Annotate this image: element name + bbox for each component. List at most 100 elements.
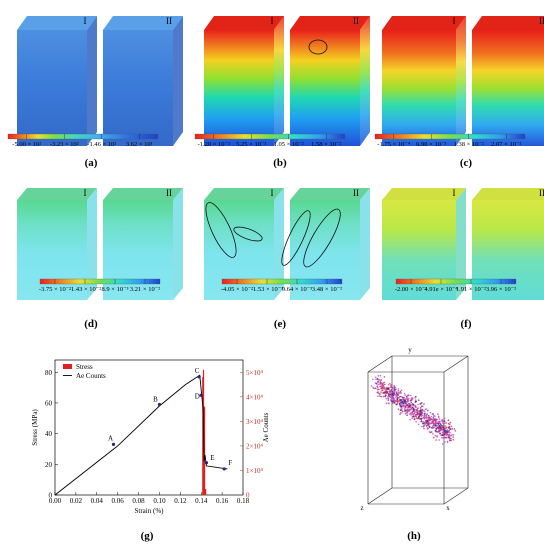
colorbar	[221, 278, 343, 285]
ae-event-point	[370, 385, 373, 387]
ae-event-point	[392, 394, 395, 397]
ae-event-point	[399, 399, 402, 402]
ae-event-point	[420, 417, 423, 420]
y2-axis-label: Ae Counts	[262, 412, 270, 442]
ae-event-point	[396, 400, 399, 402]
ae-event-point	[429, 431, 432, 434]
ae-event-point	[434, 434, 437, 437]
ae-event-point	[417, 417, 420, 420]
ae-event-point	[445, 429, 447, 432]
colorbar-label: -2.00 × 10⁻²	[395, 286, 427, 293]
point-marker-d	[199, 393, 203, 397]
block-label-ii: II	[353, 188, 359, 198]
ae-event-point	[422, 421, 425, 423]
ae-event-point	[423, 403, 425, 405]
box-edge	[367, 487, 393, 505]
colorbar-label: 2.07 × 10⁻²	[491, 141, 521, 148]
ae-event-point	[387, 384, 390, 386]
ae-event-point	[407, 400, 409, 403]
ae-event-point	[392, 397, 395, 399]
block-side	[360, 16, 370, 146]
ae-event-point	[414, 397, 416, 399]
ae-event-point	[425, 424, 428, 427]
ae-event-point	[448, 437, 451, 440]
ae-event-point	[426, 413, 429, 416]
ae-event-point	[400, 395, 403, 398]
ae-event-point	[403, 392, 406, 395]
point-marker-f	[222, 467, 226, 471]
ae-event-point	[383, 376, 386, 378]
caption-d: (d)	[84, 318, 98, 330]
ae-event-point	[414, 404, 417, 407]
ae-event-point	[415, 395, 417, 398]
ae-event-point	[451, 434, 453, 436]
block-top	[17, 188, 97, 200]
ae-event-point	[380, 391, 382, 393]
ae-event-point	[441, 437, 443, 439]
ae-event-point	[445, 422, 447, 424]
ae-event-point	[404, 394, 407, 396]
ae-event-point	[432, 417, 435, 419]
ae-event-point	[447, 426, 450, 429]
ae-event-point	[399, 409, 402, 412]
ae-event-point	[377, 375, 380, 377]
ae-event-point	[432, 421, 434, 424]
block-label-ii: II	[166, 188, 172, 198]
ae-event-point	[444, 433, 446, 436]
ae-event-point	[414, 418, 416, 421]
y-tick-label: 20	[45, 461, 53, 469]
ae-event-point	[422, 416, 425, 419]
ae-event-point	[409, 405, 411, 407]
block-top	[290, 16, 370, 30]
ae-event-point	[423, 424, 425, 427]
point-label-d: D	[195, 392, 200, 400]
ae-event-point	[432, 413, 435, 415]
ae-event-point	[416, 410, 419, 413]
ae-event-point	[437, 421, 439, 423]
ae-event-point	[412, 408, 415, 410]
panel-a: I II-5.00 × 10² -3.23 × 10² -1.46 × 10² 3.62…	[7, 16, 183, 148]
ae-event-point	[402, 410, 404, 413]
ae-event-point	[405, 395, 408, 398]
block-front	[382, 200, 456, 300]
ae-event-point	[409, 418, 411, 421]
ae-event-point	[432, 424, 435, 427]
ae-event-point	[420, 413, 422, 416]
x-tick-label: 0.00	[49, 497, 62, 505]
point-label-a: A	[108, 434, 113, 442]
ae-event-point	[443, 417, 446, 420]
block-side	[173, 188, 183, 300]
ae-event-point	[409, 394, 412, 397]
ae-event-point	[426, 421, 429, 423]
ae-event-point	[404, 399, 406, 402]
ae-event-point	[449, 434, 452, 437]
ae-event-point	[430, 415, 433, 418]
x-axis-label: Strain (%)	[135, 507, 165, 515]
colorbar	[7, 133, 159, 140]
ae-event-point	[387, 399, 390, 402]
ae-event-point	[440, 423, 442, 426]
block-side	[87, 16, 97, 146]
ae-event-point	[401, 408, 403, 410]
ae-event-point	[444, 425, 447, 427]
block-side	[274, 16, 284, 146]
ae-event-point	[375, 376, 377, 379]
panel-f: I II-2.00 × 10⁻²4.91e × 10⁻⁴1.91 × 10⁻² 3.…	[382, 188, 544, 300]
ae-event-point	[394, 389, 396, 391]
ae-event-point	[389, 396, 391, 398]
ae-event-point	[382, 395, 385, 398]
x-tick-label: 0.18	[237, 497, 250, 505]
caption-f: (f)	[460, 318, 472, 330]
ae-event-point	[428, 425, 431, 428]
colorbar-label: 6.90 × 10⁻³	[416, 141, 446, 148]
y-tick-label: 60	[45, 399, 53, 407]
ae-event-point	[387, 395, 389, 398]
ae-event-point	[416, 409, 418, 411]
ae-event-point	[415, 413, 418, 416]
ae-event-point	[408, 397, 410, 400]
ae-event-point	[403, 408, 406, 410]
ae-event-point	[379, 385, 382, 388]
ae-event-point	[411, 404, 414, 407]
x-tick-label: 0.08	[132, 497, 145, 505]
ae-event-point	[414, 406, 417, 408]
